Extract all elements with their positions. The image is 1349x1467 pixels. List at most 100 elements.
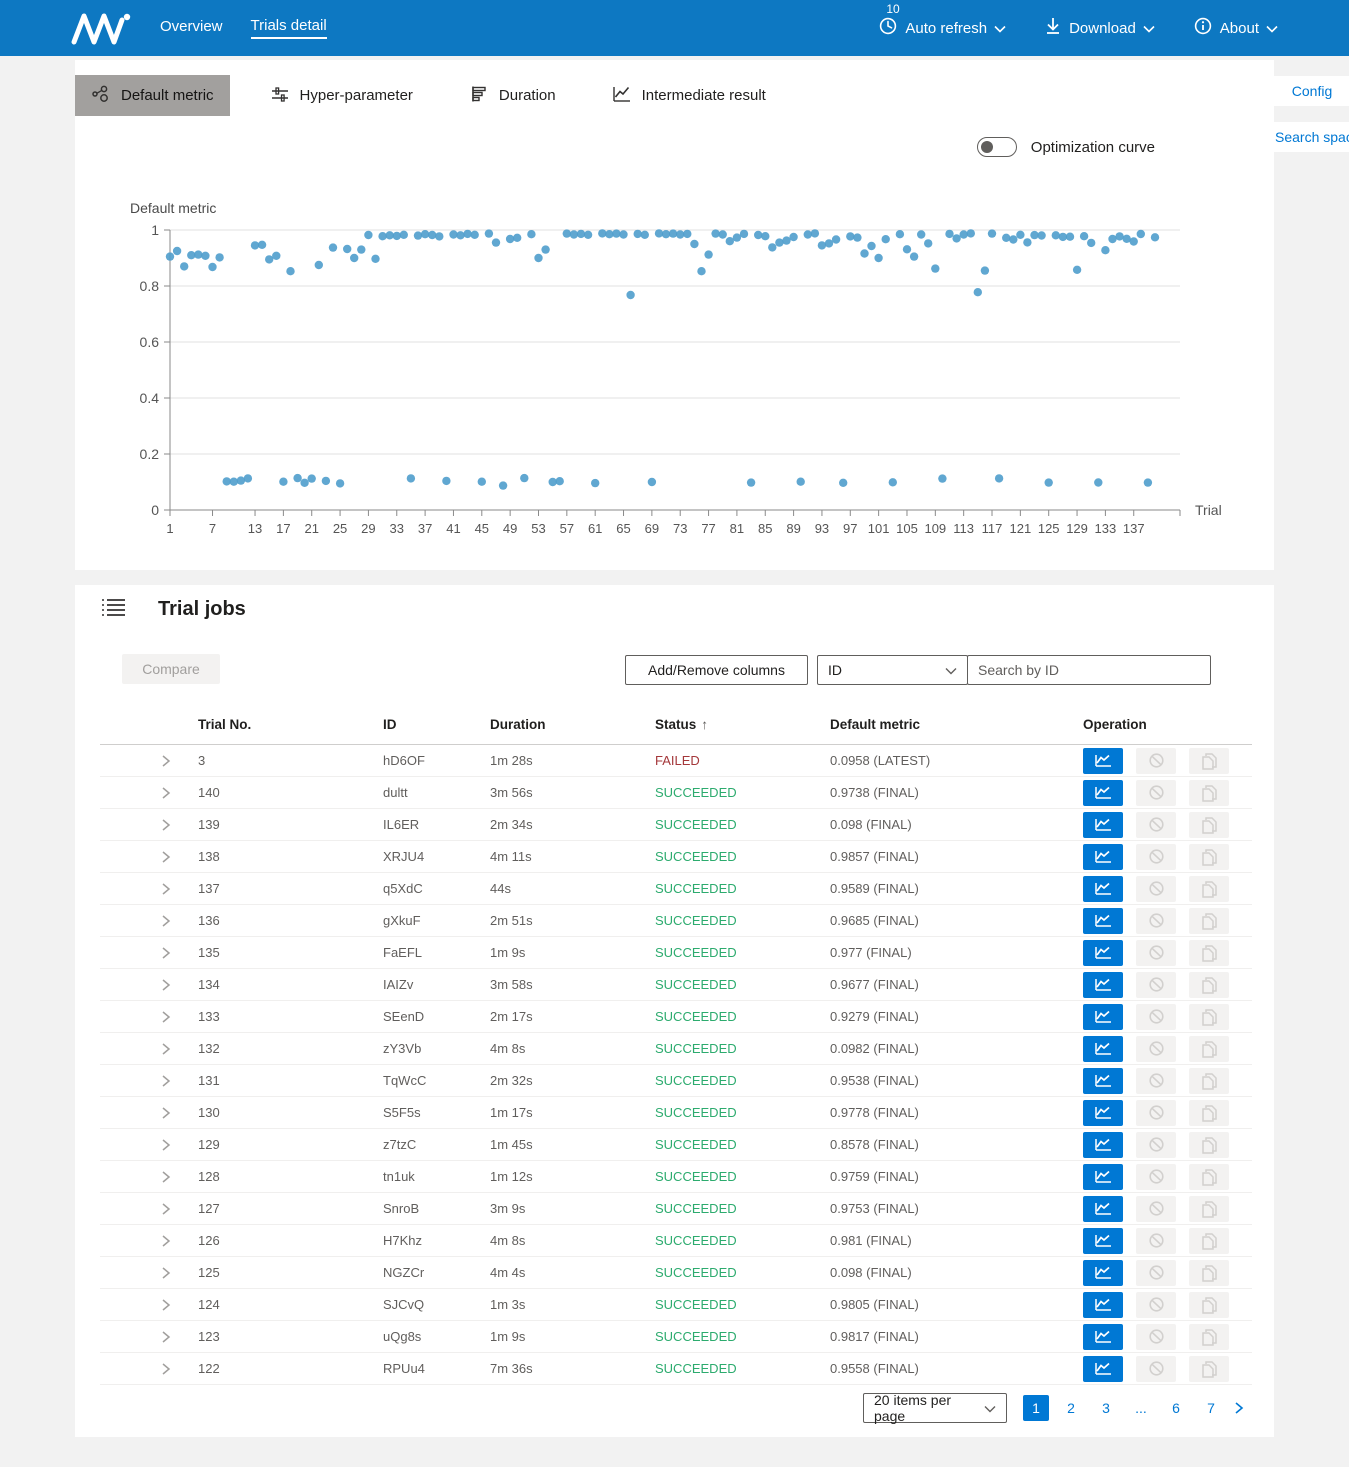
col-duration[interactable]: Duration xyxy=(490,717,655,732)
expand-chevron-icon[interactable] xyxy=(160,1042,172,1056)
show-intermediate-button[interactable] xyxy=(1083,1324,1123,1350)
add-remove-columns-button[interactable]: Add/Remove columns xyxy=(625,655,808,685)
auto-refresh-menu[interactable]: 10 Auto refresh xyxy=(878,16,1006,40)
expand-chevron-icon[interactable] xyxy=(160,786,172,800)
expand-chevron-icon[interactable] xyxy=(160,1330,172,1344)
optimization-curve-toggle[interactable] xyxy=(977,137,1017,157)
expand-chevron-icon[interactable] xyxy=(160,850,172,864)
kill-trial-button[interactable] xyxy=(1136,1324,1176,1350)
copy-parameter-button[interactable] xyxy=(1189,972,1229,998)
kill-trial-button[interactable] xyxy=(1136,1004,1176,1030)
expand-chevron-icon[interactable] xyxy=(160,1170,172,1184)
copy-parameter-button[interactable] xyxy=(1189,1260,1229,1286)
search-input[interactable] xyxy=(967,655,1211,685)
col-trial-no[interactable]: Trial No. xyxy=(198,717,383,732)
show-intermediate-button[interactable] xyxy=(1083,1036,1123,1062)
search-space-button[interactable]: Search space xyxy=(1257,122,1349,152)
show-intermediate-button[interactable] xyxy=(1083,844,1123,870)
kill-trial-button[interactable] xyxy=(1136,940,1176,966)
show-intermediate-button[interactable] xyxy=(1083,780,1123,806)
kill-trial-button[interactable] xyxy=(1136,812,1176,838)
show-intermediate-button[interactable] xyxy=(1083,940,1123,966)
show-intermediate-button[interactable] xyxy=(1083,1004,1123,1030)
copy-parameter-button[interactable] xyxy=(1189,1324,1229,1350)
expand-chevron-icon[interactable] xyxy=(160,1010,172,1024)
next-page-button[interactable] xyxy=(1233,1401,1245,1415)
expand-chevron-icon[interactable] xyxy=(160,978,172,992)
kill-trial-button[interactable] xyxy=(1136,748,1176,774)
kill-trial-button[interactable] xyxy=(1136,1100,1176,1126)
expand-chevron-icon[interactable] xyxy=(160,754,172,768)
show-intermediate-button[interactable] xyxy=(1083,1260,1123,1286)
copy-parameter-button[interactable] xyxy=(1189,1228,1229,1254)
kill-trial-button[interactable] xyxy=(1136,1036,1176,1062)
show-intermediate-button[interactable] xyxy=(1083,812,1123,838)
page-1[interactable]: 1 xyxy=(1023,1395,1049,1421)
copy-parameter-button[interactable] xyxy=(1189,1196,1229,1222)
page-3[interactable]: 3 xyxy=(1093,1395,1119,1421)
tab-hyper-parameter[interactable]: Hyper-parameter xyxy=(254,75,429,116)
copy-parameter-button[interactable] xyxy=(1189,1132,1229,1158)
page-...[interactable]: ... xyxy=(1128,1395,1154,1421)
col-default-metric[interactable]: Default metric xyxy=(830,717,1083,732)
copy-parameter-button[interactable] xyxy=(1189,1068,1229,1094)
copy-parameter-button[interactable] xyxy=(1189,1164,1229,1190)
expand-chevron-icon[interactable] xyxy=(160,1202,172,1216)
kill-trial-button[interactable] xyxy=(1136,1260,1176,1286)
show-intermediate-button[interactable] xyxy=(1083,1196,1123,1222)
kill-trial-button[interactable] xyxy=(1136,1356,1176,1382)
config-button[interactable]: Config xyxy=(1257,76,1349,106)
copy-parameter-button[interactable] xyxy=(1189,940,1229,966)
expand-chevron-icon[interactable] xyxy=(160,1298,172,1312)
show-intermediate-button[interactable] xyxy=(1083,908,1123,934)
kill-trial-button[interactable] xyxy=(1136,1164,1176,1190)
kill-trial-button[interactable] xyxy=(1136,1068,1176,1094)
kill-trial-button[interactable] xyxy=(1136,972,1176,998)
show-intermediate-button[interactable] xyxy=(1083,972,1123,998)
nav-overview[interactable]: Overview xyxy=(160,18,223,38)
expand-chevron-icon[interactable] xyxy=(160,1266,172,1280)
items-per-page-select[interactable]: 20 items per page xyxy=(863,1393,1007,1423)
expand-chevron-icon[interactable] xyxy=(160,946,172,960)
copy-parameter-button[interactable] xyxy=(1189,1292,1229,1318)
about-menu[interactable]: About xyxy=(1193,16,1278,40)
kill-trial-button[interactable] xyxy=(1136,844,1176,870)
expand-chevron-icon[interactable] xyxy=(160,1074,172,1088)
page-7[interactable]: 7 xyxy=(1198,1395,1224,1421)
tab-intermediate-result[interactable]: Intermediate result xyxy=(596,75,782,116)
copy-parameter-button[interactable] xyxy=(1189,812,1229,838)
show-intermediate-button[interactable] xyxy=(1083,1292,1123,1318)
kill-trial-button[interactable] xyxy=(1136,1292,1176,1318)
expand-chevron-icon[interactable] xyxy=(160,882,172,896)
copy-parameter-button[interactable] xyxy=(1189,780,1229,806)
copy-parameter-button[interactable] xyxy=(1189,1036,1229,1062)
page-2[interactable]: 2 xyxy=(1058,1395,1084,1421)
expand-chevron-icon[interactable] xyxy=(160,914,172,928)
expand-chevron-icon[interactable] xyxy=(160,1138,172,1152)
show-intermediate-button[interactable] xyxy=(1083,1100,1123,1126)
col-status[interactable]: Status↑ xyxy=(655,717,830,732)
show-intermediate-button[interactable] xyxy=(1083,1068,1123,1094)
show-intermediate-button[interactable] xyxy=(1083,1164,1123,1190)
kill-trial-button[interactable] xyxy=(1136,876,1176,902)
page-6[interactable]: 6 xyxy=(1163,1395,1189,1421)
kill-trial-button[interactable] xyxy=(1136,780,1176,806)
show-intermediate-button[interactable] xyxy=(1083,748,1123,774)
download-menu[interactable]: Download xyxy=(1044,16,1155,40)
show-intermediate-button[interactable] xyxy=(1083,1356,1123,1382)
show-intermediate-button[interactable] xyxy=(1083,1228,1123,1254)
expand-chevron-icon[interactable] xyxy=(160,818,172,832)
kill-trial-button[interactable] xyxy=(1136,908,1176,934)
copy-parameter-button[interactable] xyxy=(1189,1356,1229,1382)
copy-parameter-button[interactable] xyxy=(1189,1100,1229,1126)
expand-chevron-icon[interactable] xyxy=(160,1362,172,1376)
kill-trial-button[interactable] xyxy=(1136,1196,1176,1222)
copy-parameter-button[interactable] xyxy=(1189,1004,1229,1030)
nav-trials-detail[interactable]: Trials detail xyxy=(251,17,327,39)
kill-trial-button[interactable] xyxy=(1136,1228,1176,1254)
col-id[interactable]: ID xyxy=(383,717,490,732)
copy-parameter-button[interactable] xyxy=(1189,748,1229,774)
copy-parameter-button[interactable] xyxy=(1189,876,1229,902)
compare-button[interactable]: Compare xyxy=(122,654,220,684)
copy-parameter-button[interactable] xyxy=(1189,844,1229,870)
